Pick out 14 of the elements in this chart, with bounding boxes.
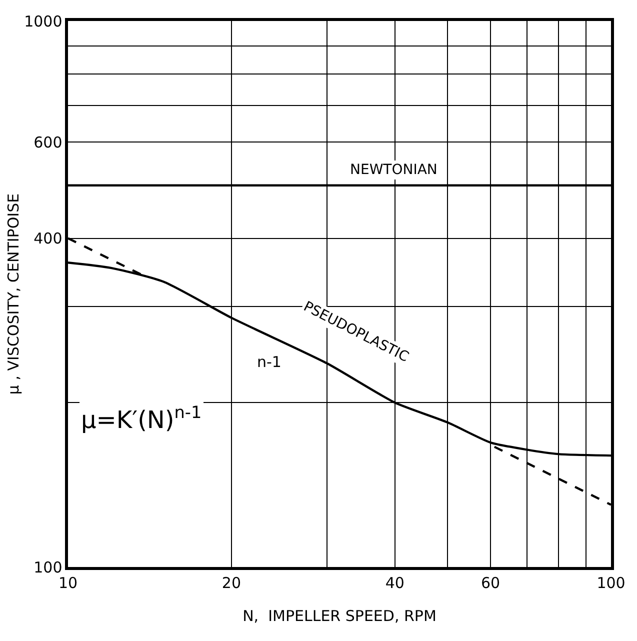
annotation: n-1 [257, 353, 282, 371]
x-tick-label: 10 [58, 574, 78, 592]
annotation: μ=K′(N)$^{n-1}$ [81, 402, 202, 434]
x-tick-label: 40 [385, 574, 404, 592]
x-axis-title: N, IMPELLER SPEED, RPM [242, 606, 436, 625]
y-axis-title: μ , VISCOSITY, CENTIPOISE [4, 193, 22, 395]
y-tick-label: 100 [34, 558, 62, 576]
annotation: NEWTONIAN [350, 162, 438, 178]
y-tick-label: 400 [34, 230, 62, 248]
x-tick-label: 60 [480, 574, 500, 592]
x-tick-label: 20 [222, 574, 242, 592]
y-tick-label: 1000 [24, 12, 62, 30]
x-tick-label: 100 [596, 574, 626, 592]
y-tick-label: 600 [34, 133, 62, 152]
